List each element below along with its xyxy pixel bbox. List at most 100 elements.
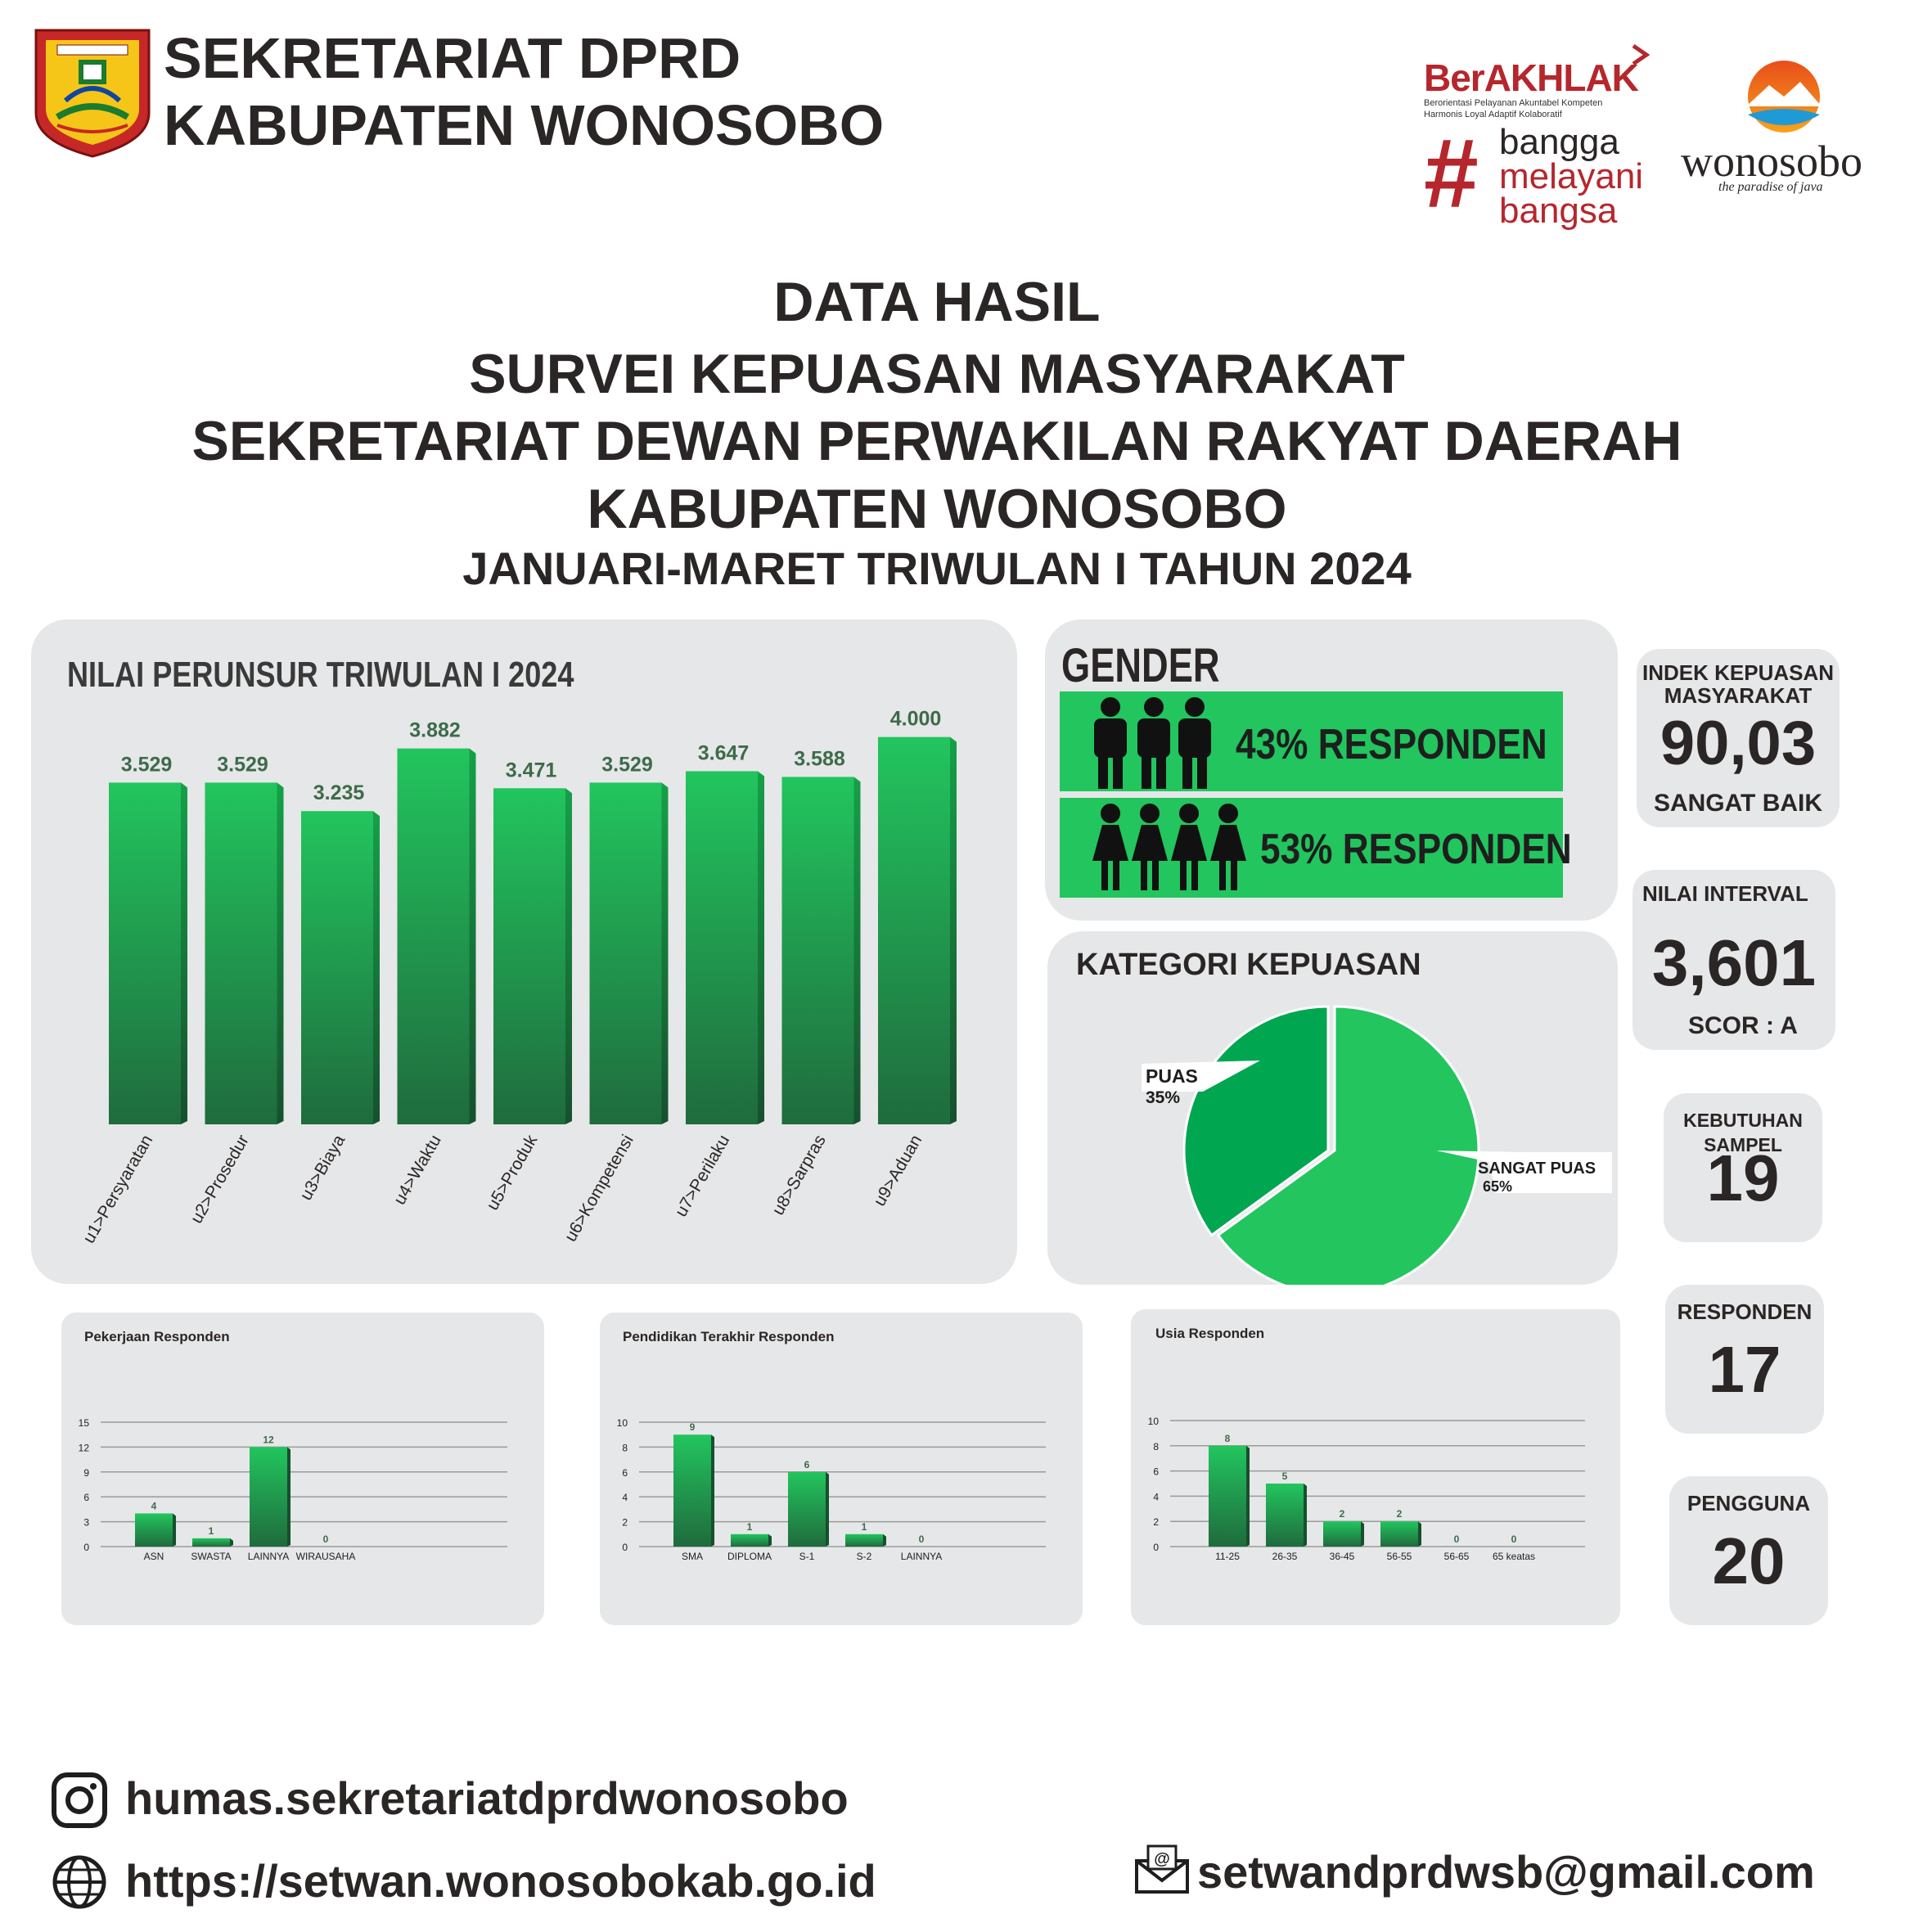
- category-label: 36-45: [1330, 1551, 1355, 1562]
- pie-value-sangat-puas: 65%: [1483, 1178, 1512, 1195]
- bar: [731, 1533, 768, 1547]
- unsur-category-label: u1>Persyaratan: [79, 1132, 156, 1246]
- y-tick-label: 0: [622, 1542, 628, 1553]
- pekerjaan-title: Pekerjaan Responden: [84, 1329, 230, 1344]
- website-link[interactable]: https://setwan.wonosobokab.go.id: [125, 1855, 876, 1907]
- bar: [135, 1513, 173, 1547]
- male-body: [1094, 718, 1127, 758]
- header-org-name: SEKRETARIAT DPRD KABUPATEN WONOSOBO: [164, 25, 884, 159]
- category-label: S-2: [857, 1551, 872, 1562]
- pie-callout-puas: [1142, 1061, 1260, 1092]
- female-dress: [1092, 825, 1128, 861]
- category-label: 11-25: [1215, 1551, 1240, 1562]
- unsur-bar: [397, 748, 470, 1124]
- unsur-category-label: u2>Prosedur: [187, 1132, 252, 1227]
- male-leg: [1182, 753, 1192, 789]
- hashtag-line-1: bangga: [1499, 122, 1619, 162]
- data-label: 6: [804, 1459, 810, 1470]
- y-tick-label: 4: [622, 1492, 628, 1503]
- category-label: LAINNYA: [248, 1551, 289, 1562]
- unsur-bar: [686, 771, 758, 1124]
- male-people-icon: [1094, 697, 1211, 789]
- bar-side: [768, 1533, 772, 1547]
- bar-side: [1246, 1445, 1250, 1547]
- female-head: [1101, 804, 1120, 823]
- unsur-bar-side: [469, 748, 476, 1124]
- unsur-data-label: 3.647: [698, 741, 750, 764]
- pengguna-value: 20: [1712, 1524, 1786, 1597]
- y-tick-label: 0: [83, 1542, 89, 1553]
- wonosobo-tagline: the paradise of java: [1718, 180, 1823, 194]
- female-leg: [1152, 859, 1159, 890]
- category-label: WIRAUSAHA: [296, 1551, 356, 1562]
- hashtag-icon: #: [1424, 119, 1479, 228]
- unsur-bar-side: [853, 777, 861, 1124]
- data-label: 4: [151, 1500, 157, 1511]
- unsur-data-label: 3.529: [217, 753, 268, 776]
- bar: [250, 1447, 287, 1547]
- y-tick-label: 10: [617, 1417, 628, 1429]
- category-label: S-1: [799, 1551, 815, 1562]
- unsur-data-label: 3.529: [601, 753, 653, 776]
- sampel-title: KEBUTUHAN SAMPEL: [1683, 1110, 1803, 1155]
- pengguna-title: PENGGUNA: [1687, 1491, 1811, 1515]
- female-people-icon: [1092, 804, 1246, 890]
- data-label: 1: [747, 1521, 753, 1533]
- y-tick-label: 12: [79, 1442, 90, 1453]
- sampel-value: 19: [1706, 1142, 1780, 1214]
- instagram-handle[interactable]: humas.sekretariatdprdwonosobo: [125, 1772, 849, 1824]
- responden-panel: RESPONDEN 17: [1665, 1285, 1824, 1434]
- category-label: 56-55: [1387, 1551, 1412, 1562]
- male-leg: [1156, 753, 1166, 789]
- unsur-bar-side: [373, 811, 380, 1124]
- data-label: 12: [263, 1434, 274, 1445]
- data-label: 9: [690, 1421, 696, 1433]
- svg-text:@: @: [1154, 1850, 1170, 1868]
- pengguna-panel: PENGGUNA 20: [1669, 1476, 1828, 1625]
- berakhlak-wordmark: BerAKHLAK: [1424, 56, 1639, 99]
- y-tick-label: 2: [1153, 1516, 1159, 1528]
- org-line-2: KABUPATEN WONOSOBO: [164, 93, 885, 157]
- category-label: LAINNYA: [901, 1551, 942, 1562]
- female-head: [1218, 804, 1238, 823]
- unsur-bar-side: [950, 736, 957, 1124]
- pie-value-puas: 35%: [1146, 1088, 1180, 1107]
- data-label: 0: [1511, 1533, 1517, 1545]
- pie-slice-sangat-puas: [1216, 1005, 1480, 1285]
- female-head: [1179, 804, 1199, 823]
- unsur-bar: [878, 736, 950, 1124]
- bar-side: [1304, 1484, 1307, 1547]
- unsur-bar-side: [181, 782, 187, 1124]
- bar-side: [711, 1434, 714, 1547]
- male-leg: [1098, 753, 1108, 789]
- dprd-emblem-logo: [33, 27, 152, 158]
- pendidikan-bar-chart: 0 2 4 6 8 10 9 SMA 1 DIPLOMA 6 S-1 1 S-2 0 LAINNYA: [617, 1417, 1046, 1562]
- berakhlak-tagline-1: Berorientasi Pelayanan Akuntabel Kompete…: [1424, 98, 1603, 108]
- bar: [673, 1434, 711, 1547]
- category-label: SMA: [682, 1551, 703, 1562]
- email-address[interactable]: setwandprdwsb@gmail.com: [1197, 1846, 1815, 1898]
- y-tick-label: 6: [622, 1467, 628, 1479]
- y-tick-label: 6: [1153, 1466, 1159, 1478]
- bar: [788, 1471, 826, 1547]
- category-label: SWASTA: [191, 1551, 231, 1562]
- data-label: 1: [862, 1521, 867, 1533]
- usia-bar-chart: 0 2 4 6 8 10 8 11-25 5 26-35 2 36-45 2 56-55 0 56-65 0 65…: [1148, 1416, 1585, 1562]
- interval-score: SCOR : A: [1688, 1012, 1798, 1039]
- globe-icon: [52, 1855, 106, 1909]
- female-leg: [1101, 859, 1108, 890]
- mountain-sun-icon: [1746, 61, 1822, 133]
- berakhlak-tagline-2: Harmonis Loyal Adaptif Kolaboratif: [1424, 110, 1562, 119]
- male-body: [1137, 718, 1170, 758]
- unsur-category-label: u5>Produk: [483, 1132, 541, 1214]
- hashtag-line-3: bangsa: [1499, 191, 1618, 231]
- category-label: 56-65: [1444, 1551, 1470, 1562]
- wonosobo-brand-logo: wonosobo the paradise of java: [1678, 57, 1890, 196]
- data-label: 0: [323, 1533, 329, 1545]
- unsur-bar: [109, 782, 181, 1124]
- male-head: [1101, 697, 1120, 717]
- sampel-panel: KEBUTUHAN SAMPEL 19: [1664, 1093, 1822, 1242]
- y-tick-label: 6: [83, 1492, 89, 1503]
- unsur-bar-side: [661, 782, 669, 1124]
